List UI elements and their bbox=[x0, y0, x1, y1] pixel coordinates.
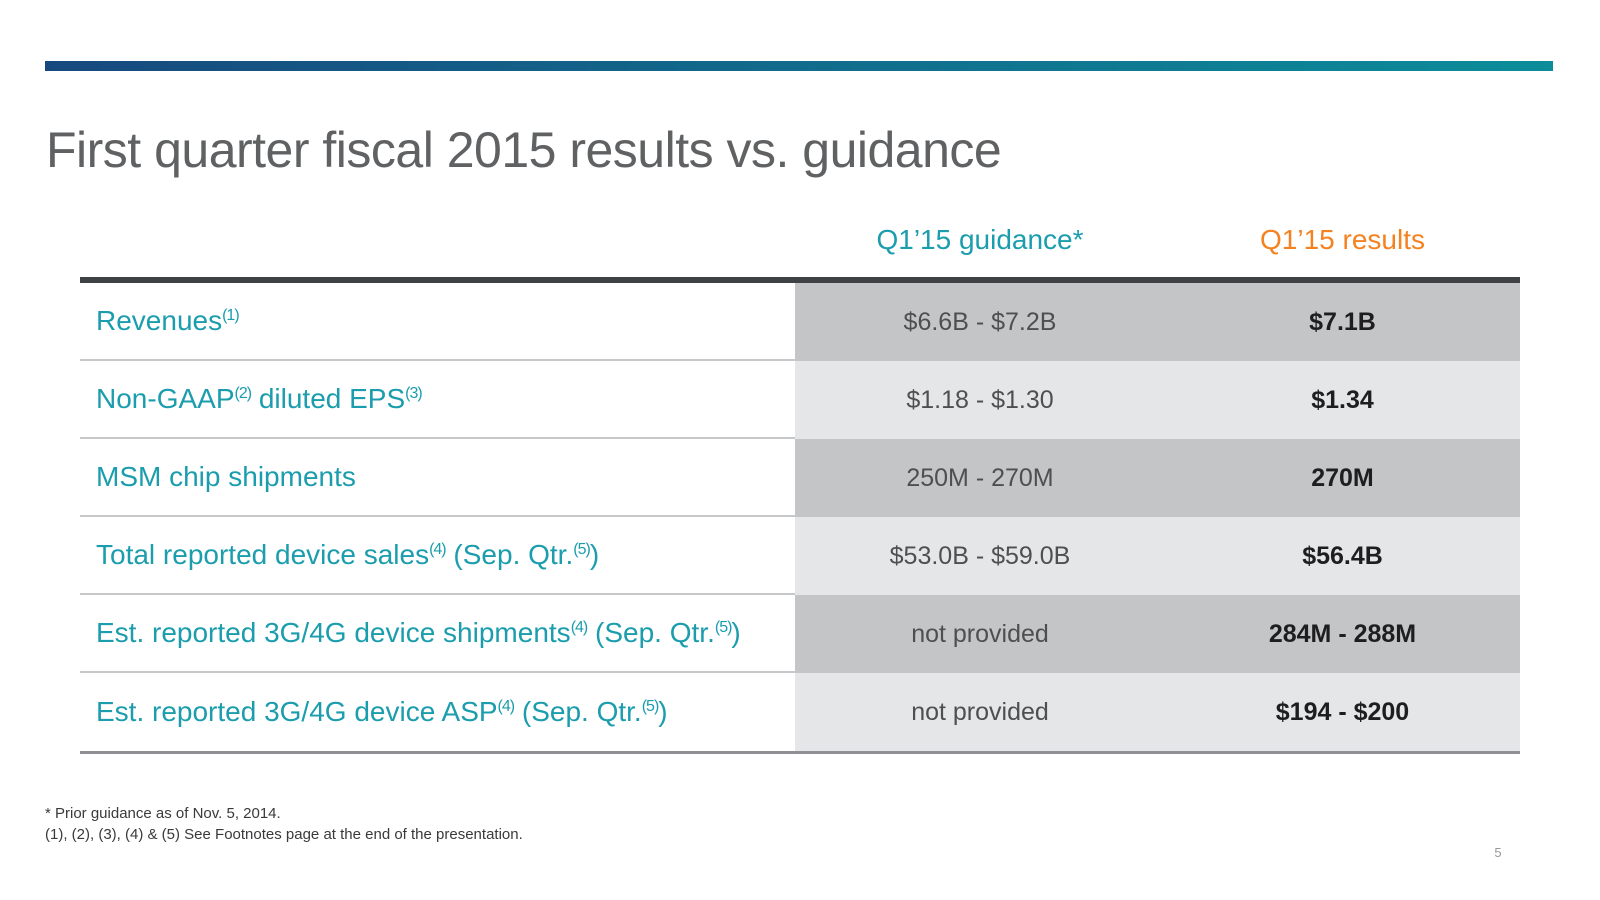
result-value: 284M - 288M bbox=[1165, 595, 1520, 673]
footnote-marker: (3) bbox=[405, 385, 423, 402]
footnote-marker: (4) bbox=[497, 698, 516, 715]
row-label: Total reported device sales(4) (Sep. Qtr… bbox=[80, 517, 795, 595]
footnote-line: (1), (2), (3), (4) & (5) See Footnotes p… bbox=[45, 826, 523, 843]
row-label: Non-GAAP(2) diluted EPS(3) bbox=[80, 361, 795, 439]
table-row: Est. reported 3G/4G device ASP(4) (Sep. … bbox=[80, 673, 1520, 751]
accent-bar bbox=[45, 61, 1553, 71]
guidance-value: not provided bbox=[795, 673, 1165, 751]
guidance-value: $6.6B - $7.2B bbox=[795, 283, 1165, 361]
footnote-marker: (2) bbox=[234, 385, 253, 402]
guidance-value: 250M - 270M bbox=[795, 439, 1165, 517]
result-value: $56.4B bbox=[1165, 517, 1520, 595]
result-value: $7.1B bbox=[1165, 283, 1520, 361]
footnote-marker: (4) bbox=[429, 541, 447, 558]
row-label: Est. reported 3G/4G device shipments(4) … bbox=[80, 595, 795, 673]
guidance-value: not provided bbox=[795, 595, 1165, 673]
result-value: $1.34 bbox=[1165, 361, 1520, 439]
page-title: First quarter fiscal 2015 results vs. gu… bbox=[46, 121, 1002, 178]
footnote-marker: (5) bbox=[641, 698, 660, 715]
result-value: $194 - $200 bbox=[1165, 673, 1520, 751]
footnote-marker: (4) bbox=[570, 619, 589, 636]
guidance-value: $53.0B - $59.0B bbox=[795, 517, 1165, 595]
table-row: MSM chip shipments 250M - 270M 270M bbox=[80, 439, 1520, 517]
footnote-line: * Prior guidance as of Nov. 5, 2014. bbox=[45, 805, 281, 822]
table-row: Est. reported 3G/4G device shipments(4) … bbox=[80, 595, 1520, 673]
table-row: Total reported device sales(4) (Sep. Qtr… bbox=[80, 517, 1520, 595]
guidance-value: $1.18 - $1.30 bbox=[795, 361, 1165, 439]
footnote-marker: (1) bbox=[222, 307, 240, 324]
footnotes: * Prior guidance as of Nov. 5, 2014. (1)… bbox=[45, 803, 523, 845]
column-header-results: Q1’15 results bbox=[1260, 224, 1425, 255]
column-header-guidance: Q1’15 guidance* bbox=[876, 224, 1084, 255]
results-table: Revenues(1) $6.6B - $7.2B $7.1B Non-GAAP(2)… bbox=[80, 277, 1520, 754]
result-value: 270M bbox=[1165, 439, 1520, 517]
table-row: Non-GAAP(2) diluted EPS(3) $1.18 - $1.30 $… bbox=[80, 361, 1520, 439]
row-label: Revenues(1) bbox=[80, 283, 795, 361]
table-row: Revenues(1) $6.6B - $7.2B $7.1B bbox=[80, 283, 1520, 361]
row-label: MSM chip shipments bbox=[80, 439, 795, 517]
results-table-body: Revenues(1) $6.6B - $7.2B $7.1B Non-GAAP(2)… bbox=[80, 283, 1520, 751]
page-number: 5 bbox=[1494, 845, 1502, 860]
footnote-marker: (5) bbox=[714, 619, 733, 636]
row-label: Est. reported 3G/4G device ASP(4) (Sep. … bbox=[80, 673, 795, 751]
footnote-marker: (5) bbox=[573, 541, 591, 558]
